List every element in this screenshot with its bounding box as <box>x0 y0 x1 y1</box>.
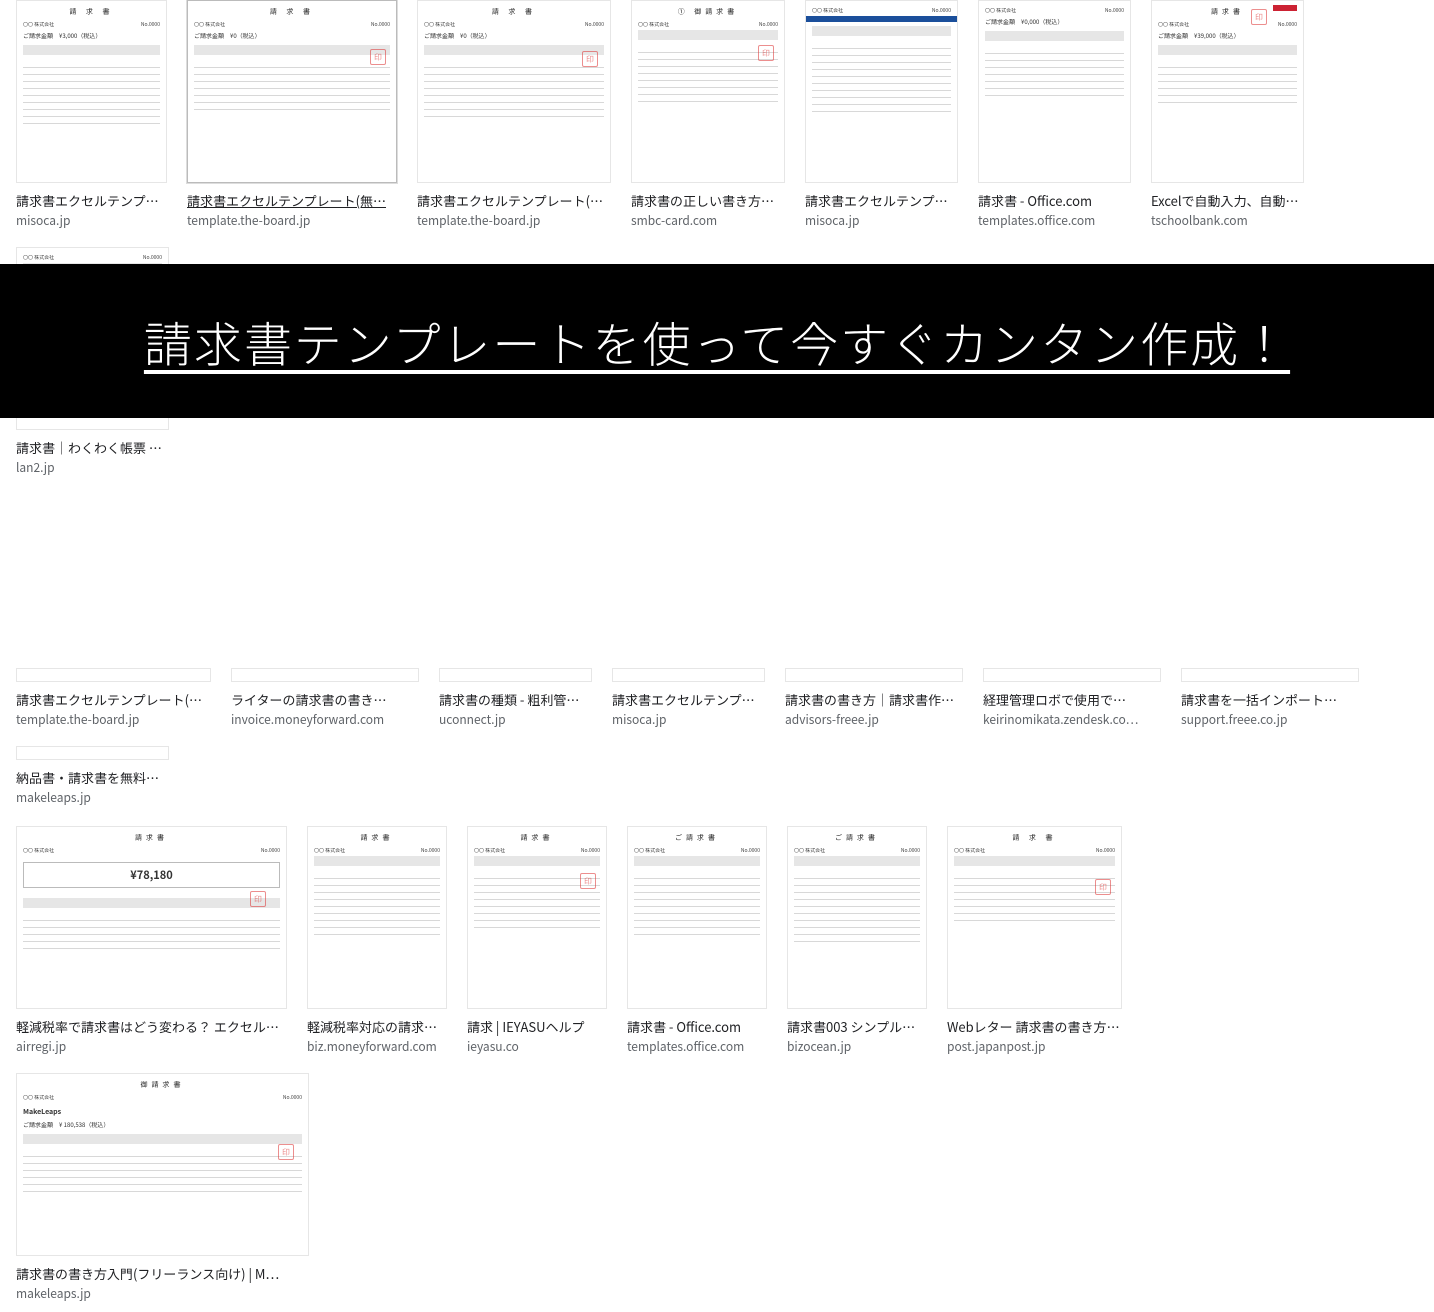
result-title: 経理管理ロボで使用で… <box>983 690 1161 709</box>
result-item[interactable]: 請求書を一括インポート… support.freee.co.jp <box>1181 668 1359 728</box>
result-source: misoca.jp <box>805 212 958 229</box>
result-thumbnail[interactable] <box>983 668 1161 682</box>
result-source: post.japanpost.jp <box>947 1038 1122 1055</box>
result-title: 請求書 - Office.com <box>978 191 1131 210</box>
result-item[interactable]: 請求書〇〇 株式会社No.0000ご請求金額 ¥39,000（税込） Excelで… <box>1151 0 1304 229</box>
result-source: invoice.moneyforward.com <box>231 711 419 728</box>
result-thumbnail[interactable] <box>231 668 419 682</box>
result-title: 請求書エクセルテンプ… <box>16 191 167 210</box>
result-item[interactable]: ご請求書〇〇 株式会社No.0000 請求書 - Office.com templa… <box>627 826 767 1055</box>
result-thumbnail[interactable]: ご請求書〇〇 株式会社No.0000 <box>627 826 767 1009</box>
result-source: bizocean.jp <box>787 1038 927 1055</box>
result-thumbnail[interactable]: 請求書〇〇 株式会社No.0000¥78,180 <box>16 826 287 1009</box>
result-item[interactable]: 請 求 書〇〇 株式会社No.0000ご請求金額 ¥3,000（税込） 請求書エク… <box>16 0 167 229</box>
result-source: template.the-board.jp <box>16 711 211 728</box>
result-item[interactable]: 請求書の種類 - 粗利管… uconnect.jp <box>439 668 592 728</box>
result-source: templates.office.com <box>627 1038 767 1055</box>
result-item[interactable]: 請 求 書〇〇 株式会社No.0000ご請求金額 ¥0（税込） 請求書エクセルテン… <box>417 0 611 229</box>
result-item[interactable]: 御請求書〇〇 株式会社No.0000MakeLeapsご請求金額 ¥ 180,5… <box>16 1073 309 1302</box>
result-source: biz.moneyforward.com <box>307 1038 447 1055</box>
result-source: lan2.jp <box>16 459 169 476</box>
result-source: tschoolbank.com <box>1151 212 1304 229</box>
result-source: uconnect.jp <box>439 711 592 728</box>
results-row-2: 請求書エクセルテンプレート(無… template.the-board.jp ライタ… <box>0 668 1434 816</box>
result-title: 請求書を一括インポート… <box>1181 690 1359 709</box>
result-title: Excelで自動入力、自動… <box>1151 191 1304 210</box>
result-item[interactable]: 請 求 書〇〇 株式会社No.0000ご請求金額 ¥0（税込） 請求書エクセルテン… <box>187 0 397 229</box>
result-thumbnail[interactable]: 請求書〇〇 株式会社No.0000ご請求金額 ¥39,000（税込） <box>1151 0 1304 183</box>
result-item[interactable]: 請求書エクセルテンプレート(無… template.the-board.jp <box>16 668 211 728</box>
result-title: 請求書エクセルテンプレート(無… <box>187 191 397 210</box>
result-title: 軽減税率対応の請求書… <box>307 1017 447 1036</box>
result-source: smbc-card.com <box>631 212 785 229</box>
result-title: 納品書・請求書を無料… <box>16 768 169 787</box>
result-source: template.the-board.jp <box>417 212 611 229</box>
result-source: keirinomikata.zendesk.co… <box>983 711 1161 728</box>
result-thumbnail[interactable]: 請 求 書〇〇 株式会社No.0000ご請求金額 ¥0（税込） <box>417 0 611 183</box>
result-item[interactable]: ご請求書〇〇 株式会社No.0000 請求書003 シンプルな… bizocean.… <box>787 826 927 1055</box>
result-title: 請求書の書き方｜請求書作成… <box>785 690 963 709</box>
result-thumbnail[interactable]: 請求書〇〇 株式会社No.0000 <box>467 826 607 1009</box>
result-item[interactable]: 納品書・請求書を無料… makeleaps.jp <box>16 746 169 806</box>
result-source: template.the-board.jp <box>187 212 397 229</box>
result-title: 請求書エクセルテンプ… <box>805 191 958 210</box>
result-source: makeleaps.jp <box>16 1285 309 1302</box>
result-item[interactable]: 請求書エクセルテンプ… misoca.jp <box>612 668 765 728</box>
result-title: 請求書エクセルテンプレート(無… <box>16 690 211 709</box>
result-title: 請求書の種類 - 粗利管… <box>439 690 592 709</box>
result-source: advisors-freee.jp <box>785 711 963 728</box>
result-thumbnail[interactable] <box>439 668 592 682</box>
result-item[interactable]: 経理管理ロボで使用で… keirinomikata.zendesk.co… <box>983 668 1161 728</box>
result-source: ieyasu.co <box>467 1038 607 1055</box>
result-title: Webレター 請求書の書き方・… <box>947 1017 1122 1036</box>
result-source: airregi.jp <box>16 1038 287 1055</box>
result-thumbnail[interactable]: ご請求書〇〇 株式会社No.0000 <box>787 826 927 1009</box>
result-item[interactable]: ① 御請求書〇〇 株式会社No.0000 請求書の正しい書き方… smbc-card… <box>631 0 785 229</box>
result-title: 請求書 - Office.com <box>627 1017 767 1036</box>
result-thumbnail[interactable]: 御請求書〇〇 株式会社No.0000MakeLeapsご請求金額 ¥ 180,5… <box>16 1073 309 1256</box>
results-row-3: 請求書〇〇 株式会社No.0000¥78,180 軽減税率で請求書はどう変わる？ … <box>0 826 1434 1312</box>
result-thumbnail[interactable]: 〇〇 株式会社No.0000ご請求金額 ¥0,000（税込） <box>978 0 1131 183</box>
result-title: 請求書003 シンプルな… <box>787 1017 927 1036</box>
banner-text: 請求書テンプレートを使って今すぐカンタン作成！ <box>20 306 1414 376</box>
result-title: 請求書エクセルテンプレート(無… <box>417 191 611 210</box>
result-thumbnail[interactable] <box>1181 668 1359 682</box>
result-item[interactable]: 〇〇 株式会社No.0000 請求書エクセルテンプ… misoca.jp <box>805 0 958 229</box>
result-title: 請求書エクセルテンプ… <box>612 690 765 709</box>
result-title: 請求書の正しい書き方… <box>631 191 785 210</box>
result-thumbnail[interactable]: 〇〇 株式会社No.0000 <box>805 0 958 183</box>
result-item[interactable]: 請求書〇〇 株式会社No.0000 軽減税率対応の請求書… biz.moneyfor… <box>307 826 447 1055</box>
result-thumbnail[interactable] <box>16 746 169 760</box>
result-item[interactable]: 請求書の書き方｜請求書作成… advisors-freee.jp <box>785 668 963 728</box>
result-item[interactable]: ライターの請求書の書き… invoice.moneyforward.com <box>231 668 419 728</box>
result-thumbnail[interactable]: 請求書〇〇 株式会社No.0000 <box>307 826 447 1009</box>
result-source: support.freee.co.jp <box>1181 711 1359 728</box>
result-thumbnail[interactable]: 請 求 書〇〇 株式会社No.0000ご請求金額 ¥0（税込） <box>187 0 397 183</box>
result-thumbnail[interactable]: 請 求 書〇〇 株式会社No.0000ご請求金額 ¥3,000（税込） <box>16 0 167 183</box>
result-thumbnail[interactable] <box>16 668 211 682</box>
result-thumbnail[interactable]: ① 御請求書〇〇 株式会社No.0000 <box>631 0 785 183</box>
result-source: templates.office.com <box>978 212 1131 229</box>
result-item[interactable]: 請求書〇〇 株式会社No.0000 請求 | IEYASUヘルプ ieyasu.co <box>467 826 607 1055</box>
result-source: makeleaps.jp <box>16 789 169 806</box>
result-item[interactable]: 〇〇 株式会社No.0000ご請求金額 ¥0,000（税込） 請求書 - Offi… <box>978 0 1131 229</box>
result-thumbnail[interactable] <box>785 668 963 682</box>
result-item[interactable]: 請 求 書〇〇 株式会社No.0000 Webレター 請求書の書き方・… post.… <box>947 826 1122 1055</box>
result-title: 請求 | IEYASUヘルプ <box>467 1017 607 1036</box>
result-title: 請求書の書き方入門(フリーランス向け) | M… <box>16 1264 309 1283</box>
result-source: misoca.jp <box>16 212 167 229</box>
result-title: 請求書｜わくわく帳票 … <box>16 438 169 457</box>
result-source: misoca.jp <box>612 711 765 728</box>
result-title: ライターの請求書の書き… <box>231 690 419 709</box>
result-item[interactable]: 請求書〇〇 株式会社No.0000¥78,180 軽減税率で請求書はどう変わる？ … <box>16 826 287 1055</box>
banner-overlay: 請求書テンプレートを使って今すぐカンタン作成！ <box>0 264 1434 418</box>
result-thumbnail[interactable] <box>612 668 765 682</box>
result-thumbnail[interactable]: 請 求 書〇〇 株式会社No.0000 <box>947 826 1122 1009</box>
result-title: 軽減税率で請求書はどう変わる？ エクセル… <box>16 1017 287 1036</box>
